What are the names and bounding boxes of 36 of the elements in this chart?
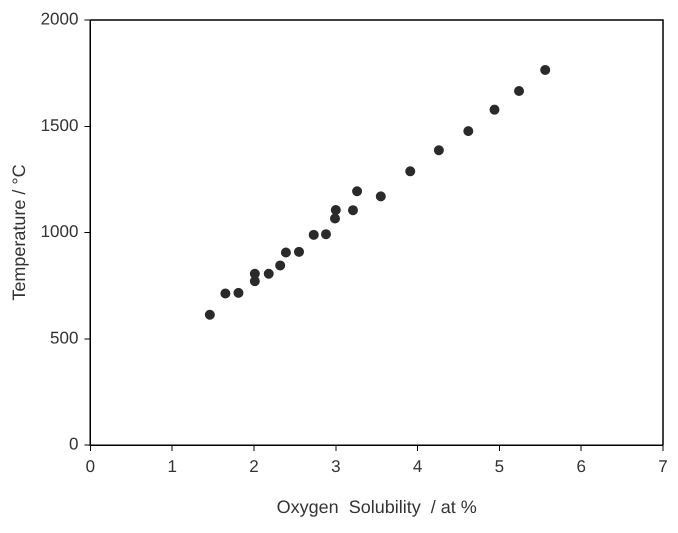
x-tick-label: 5	[494, 456, 504, 476]
point	[320, 229, 331, 240]
y-tick-label: 0	[68, 434, 78, 454]
point	[348, 205, 358, 216]
point	[204, 310, 215, 320]
x-tick-label: 1	[167, 456, 177, 476]
point	[294, 246, 304, 257]
point	[250, 276, 260, 286]
point	[330, 213, 340, 224]
point	[233, 288, 244, 298]
point	[463, 126, 474, 136]
point	[434, 145, 444, 156]
y-tick-label: 500	[50, 328, 78, 348]
x-tick-label: 6	[576, 456, 586, 476]
y-tick-label: 2000	[40, 10, 78, 29]
point	[514, 86, 524, 96]
y-tick-label: 1500	[40, 116, 78, 135]
y-axis-title: Temperature / °C	[8, 164, 29, 301]
x-tick-label: 4	[412, 456, 422, 476]
point	[308, 230, 319, 240]
point	[330, 204, 341, 215]
point	[540, 64, 550, 75]
x-axis-title: Oxygen Solubility / at %	[276, 497, 477, 518]
point	[264, 268, 274, 279]
point	[275, 260, 286, 270]
point	[405, 166, 416, 176]
point	[280, 247, 291, 258]
x-tick-label: 7	[658, 456, 668, 476]
x-tick-label: 2	[249, 456, 259, 476]
x-tick-label: 3	[331, 456, 341, 476]
y-tick-label: 1000	[40, 222, 78, 242]
point	[220, 288, 230, 298]
x-tick-label: 0	[86, 456, 96, 476]
point	[352, 186, 362, 196]
point	[376, 191, 386, 202]
point	[490, 104, 500, 115]
